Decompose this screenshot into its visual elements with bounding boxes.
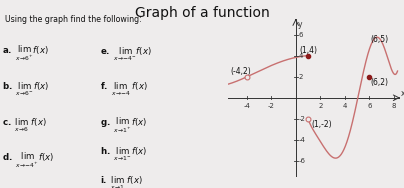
Text: $\mathbf{h.}\ \lim_{x\to1^-} f(x)$: $\mathbf{h.}\ \lim_{x\to1^-} f(x)$ [101, 146, 147, 163]
Text: $\mathbf{i.}\ \lim_{x\to1}\ f(x)$: $\mathbf{i.}\ \lim_{x\to1}\ f(x)$ [101, 175, 143, 188]
Text: Graph of a function: Graph of a function [135, 6, 269, 20]
Text: -2: -2 [268, 103, 275, 109]
Text: (1,-2): (1,-2) [311, 120, 332, 129]
Text: 6: 6 [299, 32, 303, 38]
Text: (6,5): (6,5) [370, 35, 388, 44]
Text: x: x [401, 89, 404, 98]
Text: 8: 8 [391, 103, 396, 109]
Text: $\mathbf{f.}\ \lim_{x\to-4}\ f(x)$: $\mathbf{f.}\ \lim_{x\to-4}\ f(x)$ [101, 81, 148, 98]
Text: -4: -4 [243, 103, 250, 109]
Text: (1,4): (1,4) [299, 46, 318, 55]
Text: -2: -2 [299, 116, 305, 122]
Text: 6: 6 [367, 103, 372, 109]
Text: $\mathbf{a.}\ \lim_{x\to6^+} f(x)$: $\mathbf{a.}\ \lim_{x\to6^+} f(x)$ [2, 45, 49, 63]
Text: $\mathbf{b.}\ \lim_{x\to6^-} f(x)$: $\mathbf{b.}\ \lim_{x\to6^-} f(x)$ [2, 81, 50, 98]
Text: -6: -6 [299, 158, 305, 164]
Text: $\mathbf{d.}\ \lim_{x\to-4^+} f(x)$: $\mathbf{d.}\ \lim_{x\to-4^+} f(x)$ [2, 152, 55, 170]
Text: (-4,2): (-4,2) [231, 67, 251, 76]
Text: 4: 4 [343, 103, 347, 109]
Text: $\mathbf{g.}\ \lim_{x\to1^+} f(x)$: $\mathbf{g.}\ \lim_{x\to1^+} f(x)$ [101, 117, 148, 135]
Text: 2: 2 [299, 74, 303, 80]
Text: $\mathbf{c.}\ \lim_{x\to6}\ f(x)$: $\mathbf{c.}\ \lim_{x\to6}\ f(x)$ [2, 117, 47, 134]
Text: (6,2): (6,2) [370, 78, 389, 87]
Text: y: y [298, 20, 302, 29]
Text: $\mathbf{e.}\ \lim_{x\to-4^-} f(x)$: $\mathbf{e.}\ \lim_{x\to-4^-} f(x)$ [101, 45, 152, 63]
Text: Using the graph find the following:: Using the graph find the following: [4, 15, 141, 24]
Text: 2: 2 [318, 103, 322, 109]
Text: 4: 4 [299, 53, 303, 59]
Text: -4: -4 [299, 137, 305, 143]
